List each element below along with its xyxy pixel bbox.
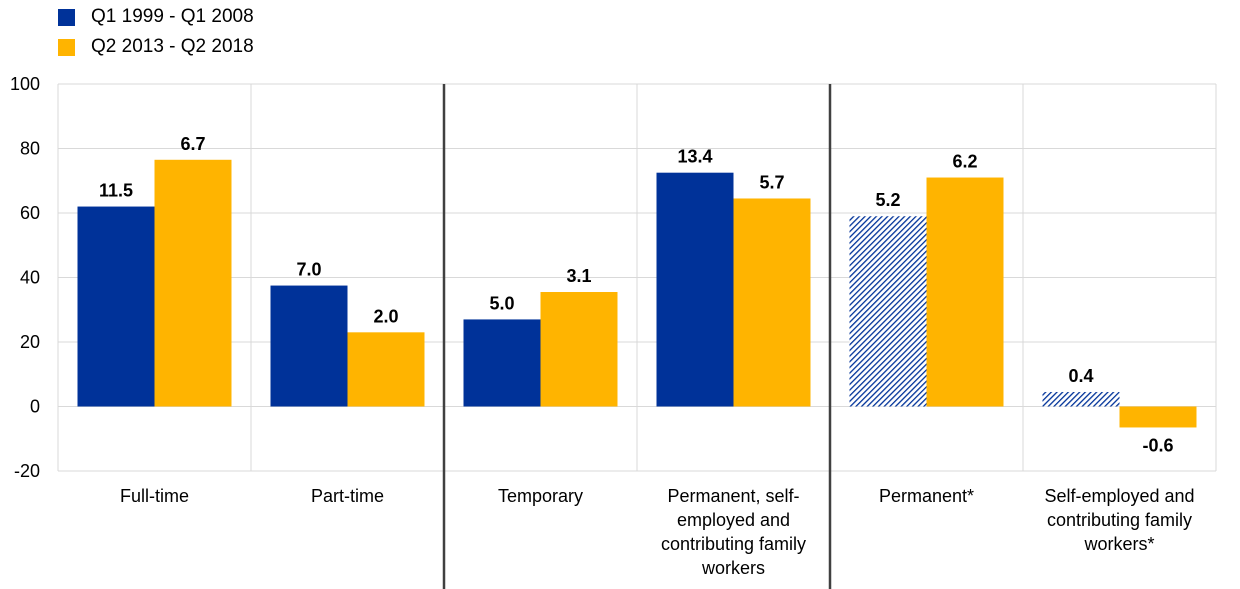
bar-series-1 bbox=[270, 285, 348, 407]
legend-item-series-2: Q2 2013 - Q2 2018 bbox=[58, 32, 254, 62]
y-tick-label: -20 bbox=[14, 461, 40, 481]
y-tick-label: 40 bbox=[20, 268, 40, 288]
legend-label-series-1: Q1 1999 - Q1 2008 bbox=[91, 6, 254, 27]
legend-swatch-series-2 bbox=[58, 38, 75, 56]
data-label: 2.0 bbox=[373, 306, 398, 326]
legend: Q1 1999 - Q1 2008 Q2 2013 - Q2 2018 bbox=[58, 2, 254, 62]
category-label: Part-time bbox=[311, 486, 384, 506]
data-label: 11.5 bbox=[99, 181, 133, 201]
legend-swatch-series-1 bbox=[58, 8, 75, 26]
category-label: employed and bbox=[677, 510, 790, 530]
category-label: contributing family bbox=[1047, 510, 1192, 530]
data-label: 6.7 bbox=[180, 134, 205, 154]
data-label: 5.2 bbox=[875, 190, 900, 210]
legend-label-series-2: Q2 2013 - Q2 2018 bbox=[91, 36, 254, 57]
bar-series-2 bbox=[1119, 406, 1197, 428]
bar-series-1 bbox=[463, 319, 541, 407]
category-label: Temporary bbox=[498, 486, 583, 506]
data-label: 5.7 bbox=[759, 172, 784, 192]
category-label: workers* bbox=[1083, 534, 1154, 554]
bar-series-1 bbox=[77, 206, 155, 407]
bar-series-2 bbox=[540, 292, 618, 407]
bar-series-1 bbox=[1042, 391, 1120, 407]
category-label: Self-employed and bbox=[1044, 486, 1194, 506]
bar-series-2 bbox=[733, 198, 811, 407]
bar-series-1 bbox=[849, 216, 927, 407]
y-tick-label: 20 bbox=[20, 332, 40, 352]
data-label: 0.4 bbox=[1068, 366, 1093, 386]
data-label: 13.4 bbox=[677, 147, 712, 167]
data-label: 3.1 bbox=[566, 266, 591, 286]
data-label: 5.0 bbox=[489, 293, 514, 313]
data-label: -0.6 bbox=[1142, 435, 1173, 455]
category-label: Permanent* bbox=[879, 486, 974, 506]
bar-series-1 bbox=[656, 172, 734, 407]
data-label: 6.2 bbox=[952, 152, 977, 172]
category-label: Permanent, self- bbox=[667, 486, 799, 506]
y-tick-label: 100 bbox=[10, 74, 40, 94]
bar-series-2 bbox=[926, 177, 1004, 407]
legend-item-series-1: Q1 1999 - Q1 2008 bbox=[58, 2, 254, 32]
category-label: Full-time bbox=[120, 486, 189, 506]
bar-series-2 bbox=[347, 332, 425, 407]
y-tick-label: 0 bbox=[30, 397, 40, 417]
y-tick-label: 60 bbox=[20, 203, 40, 223]
category-label: workers bbox=[701, 558, 765, 578]
y-tick-label: 80 bbox=[20, 139, 40, 159]
data-label: 7.0 bbox=[296, 260, 321, 280]
bar-series-2 bbox=[154, 159, 232, 407]
category-label: contributing family bbox=[661, 534, 806, 554]
